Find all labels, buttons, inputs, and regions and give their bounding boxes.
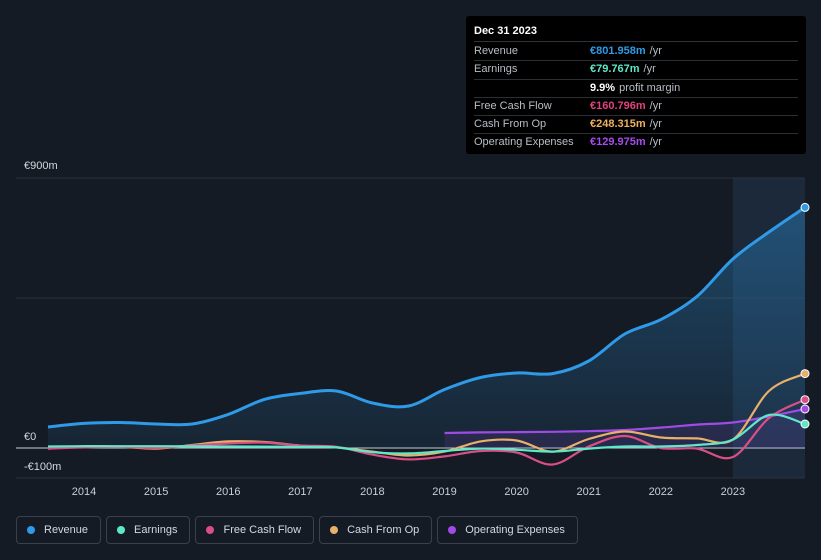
x-tick-label: 2019 [432,486,456,498]
y-tick-label: €0 [24,431,36,443]
operating-expenses-line [444,407,806,435]
tooltip-unit: /yr [649,118,662,131]
tooltip-row: 9.9% profit margin [474,80,798,98]
tooltip-label [474,80,590,97]
tooltip-value: €79.767m [590,63,640,76]
legend-label: Earnings [134,524,178,536]
tooltip-row: Free Cash Flow €160.796m/yr [474,98,798,117]
legend-item-operating-expenses[interactable]: Operating Expenses [437,516,578,544]
x-tick-label: 2023 [721,486,745,498]
tooltip-unit: /yr [649,45,662,57]
tooltip-panel: Dec 31 2023 Revenue €801.958m/yr Earnings €… [466,16,806,154]
revenue-end-point [800,202,810,212]
tooltip-value: €129.975m [590,136,646,149]
tooltip-unit: /yr [649,99,662,112]
revenue-area [48,207,805,448]
y-tick-label: €900m [24,160,58,172]
x-tick-label: 2015 [144,486,168,498]
operating-expenses-end-point [800,404,810,414]
tooltip-date: Dec 31 2023 [474,24,798,42]
legend: Revenue Earnings Free Cash Flow Cash From O… [16,516,578,544]
tooltip-value: €801.958m [590,45,646,57]
tooltip-row: Earnings €79.767m/yr [474,61,798,80]
financial-chart: €900m €0 -€100m 2014 2015 2016 2017 2018 2019 202… [16,160,810,498]
tooltip-label: Revenue [474,45,519,57]
tooltip-unit: /yr [649,136,662,149]
legend-dot-icon [27,526,35,534]
tooltip-unit: profit margin [619,81,681,94]
x-tick-label: 2016 [216,486,240,498]
revenue-line [47,206,806,429]
operating-expenses-area [444,409,805,448]
legend-dot-icon [206,526,215,534]
legend-item-cash-from-op[interactable]: Cash From Op [319,516,433,544]
tooltip-row: Cash From Op €248.315m/yr [474,116,798,135]
x-tick-label: 2018 [360,486,384,498]
earnings-end-point [800,419,810,429]
x-tick-label: 2020 [504,486,528,498]
legend-dot-icon [330,526,339,534]
cash-from-op-end-point [800,369,810,379]
x-tick-label: 2021 [576,486,600,498]
legend-label: Cash From Op [347,524,420,536]
legend-dot-icon [117,526,126,534]
tooltip-value: €248.315m [590,118,646,131]
tooltip-label: Operating Expenses [474,136,574,149]
tooltip-value: €160.796m [590,99,646,112]
x-tick-label: 2022 [649,486,673,498]
legend-item-free-cash-flow[interactable]: Free Cash Flow [195,516,315,544]
free-cash-flow-end-point [800,395,810,405]
legend-label: Free Cash Flow [223,524,302,536]
x-tick-label: 2014 [72,486,96,498]
tooltip-label: Earnings [474,63,518,76]
legend-dot-icon [448,526,457,534]
tooltip-label: Cash From Op [474,118,547,131]
tooltip-row: Revenue €801.958m/yr [474,43,798,62]
legend-item-earnings[interactable]: Earnings [106,516,191,544]
legend-label: Revenue [44,524,89,536]
legend-label: Operating Expenses [465,524,565,536]
earnings-line [47,413,806,455]
legend-item-revenue[interactable]: Revenue [16,516,102,544]
tooltip-label: Free Cash Flow [474,99,552,112]
tooltip-row: Operating Expenses €129.975m/yr [474,134,798,151]
tooltip-unit: /yr [643,63,656,76]
y-tick-label: -€100m [24,461,61,473]
x-tick-label: 2017 [288,486,312,498]
tooltip-value: 9.9% [590,81,616,94]
